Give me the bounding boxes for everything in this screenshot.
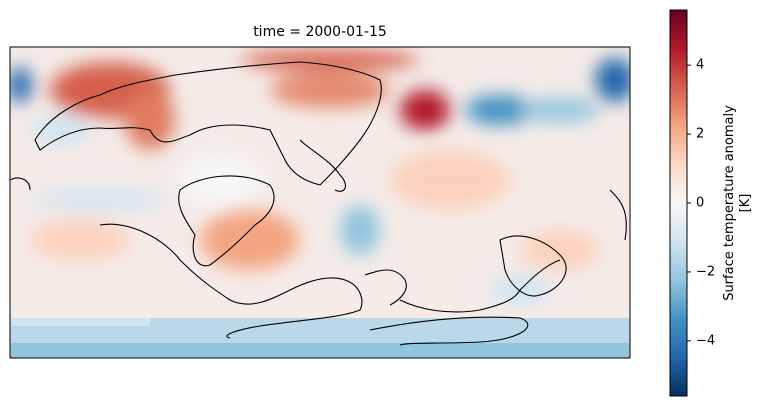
colorbar — [669, 9, 688, 397]
colorbar-tick-label: 4 — [696, 57, 705, 73]
colorbar-tick-label: −2 — [696, 264, 716, 280]
colorbar-tick-label: −4 — [696, 333, 716, 349]
plot-title: time = 2000-01-15 — [253, 24, 387, 40]
temperature-field — [10, 47, 630, 358]
colorbar-tick-label: 2 — [696, 126, 705, 142]
colorbar-label: Surface temperature anomaly [K] — [722, 105, 753, 301]
map-frame — [9, 46, 631, 359]
colorbar-tick-label: 0 — [696, 195, 705, 211]
coastlines — [10, 61, 627, 346]
colorbar-ticks — [687, 64, 691, 342]
